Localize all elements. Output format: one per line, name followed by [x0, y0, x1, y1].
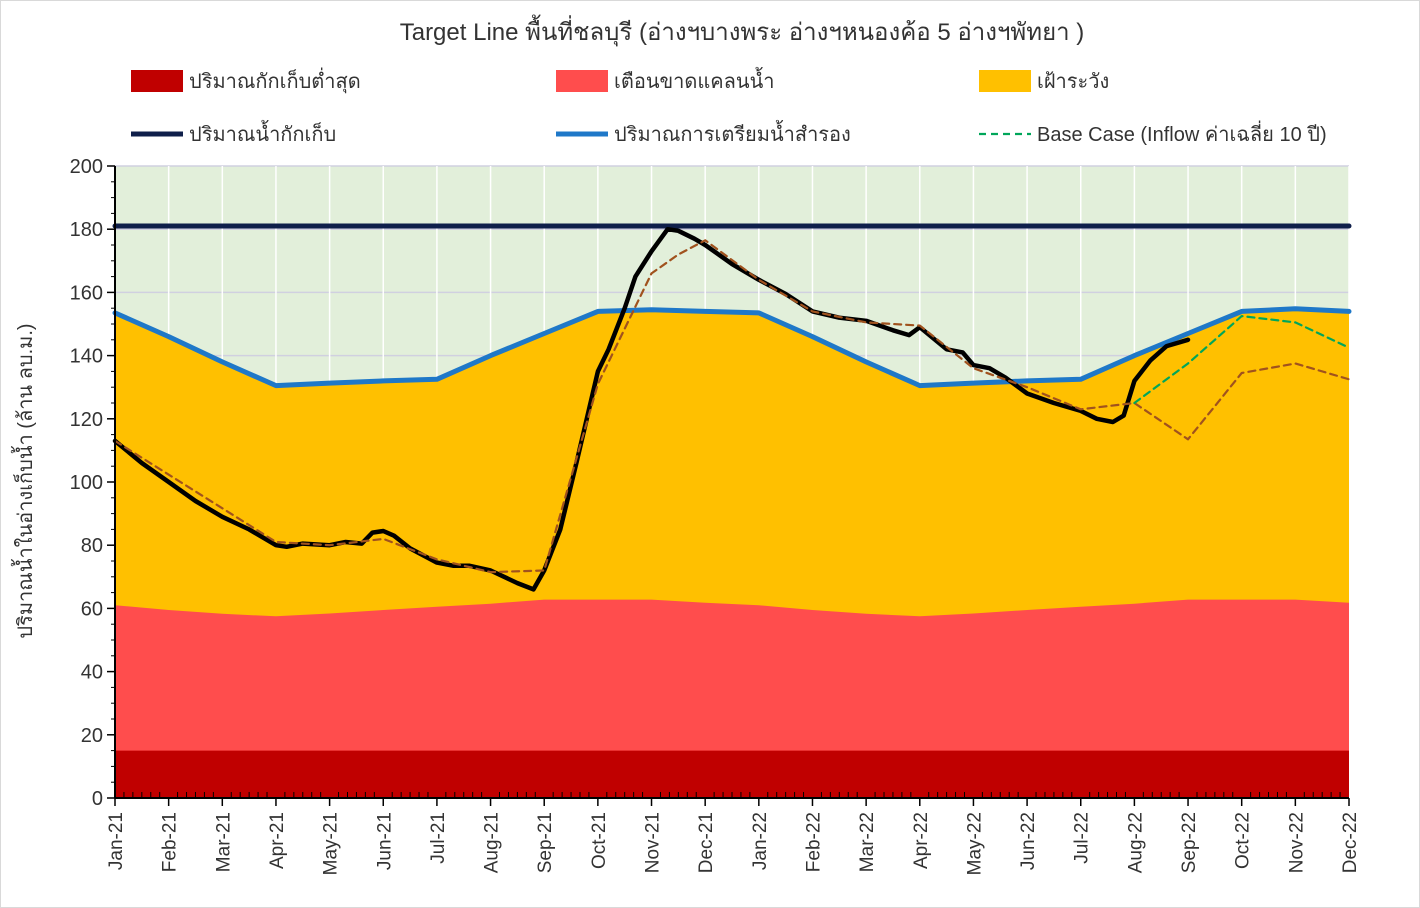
- x-tick-label: Jun-22: [1018, 812, 1039, 870]
- legend-item-4: ปริมาณการเตรียมน้ำสำรอง: [556, 120, 851, 146]
- legend-item-5: Base Case (Inflow ค่าเฉลี่ย 10 ปี): [979, 120, 1327, 146]
- area-0: [115, 750, 1349, 798]
- x-tick-label: Nov-22: [1286, 812, 1307, 873]
- series-line-4: [112, 306, 1352, 389]
- x-tick-label: Jan-21: [106, 812, 127, 870]
- x-tick-label: Oct-21: [589, 812, 610, 869]
- legend-label: ปริมาณน้ำกักเก็บ: [189, 120, 336, 146]
- x-tick-label: Dec-21: [696, 812, 717, 873]
- x-tick-label: Apr-22: [911, 812, 932, 869]
- area-1: [115, 599, 1349, 798]
- y-tick-label: 200: [70, 156, 103, 178]
- y-tick-label: 160: [70, 282, 103, 304]
- x-tick-label: Aug-22: [1125, 812, 1146, 873]
- legend-label: ปริมาณการเตรียมน้ำสำรอง: [614, 120, 851, 146]
- x-tick-label: Dec-22: [1340, 812, 1361, 873]
- legend-item-3: ปริมาณน้ำกักเก็บ: [131, 120, 336, 146]
- y-tick-label: 140: [70, 346, 103, 368]
- y-axis-label: ปริมาณน้ำในอ่างเก็บน้ำ (ล้าน ลบ.ม.): [11, 323, 37, 638]
- legend-label: เตือนขาดแคลนน้ำ: [614, 67, 775, 93]
- y-tick-label: 80: [81, 535, 103, 557]
- chart-title: Target Line พื้นที่ชลบุรี (อ่างฯบางพระ อ…: [400, 14, 1085, 47]
- x-tick-label: Oct-22: [1233, 812, 1254, 869]
- legend-swatch: [556, 70, 608, 92]
- x-tick-label: Nov-21: [643, 812, 664, 873]
- area-series: [115, 308, 1349, 798]
- legend-label: เฝ้าระวัง: [1037, 71, 1109, 93]
- axes: 0 20 40 60 80 100 120 140 160 180 200 Jan-21 Feb-21 M…: [70, 156, 1361, 875]
- x-tick-label: Jul-21: [428, 812, 449, 864]
- y-tick-label: 40: [81, 662, 103, 684]
- y-tick-label: 100: [70, 472, 103, 494]
- legend-item-2: เฝ้าระวัง: [979, 70, 1109, 93]
- x-tick-label: Mar-22: [857, 812, 878, 872]
- y-tick-label: 60: [81, 598, 103, 620]
- series-line-7: [1133, 315, 1351, 405]
- legend-item-0: ปริมาณกักเก็บต่ำสุด: [131, 67, 361, 94]
- series-line-6: [113, 239, 1351, 574]
- y-tick-label: 0: [92, 788, 103, 810]
- x-tick-label: Sep-21: [535, 812, 556, 873]
- legend: ปริมาณกักเก็บต่ำสุด เตือนขาดแคลนน้ำ เฝ้าระ…: [131, 67, 1327, 146]
- y-tick-label: 20: [81, 725, 103, 747]
- x-tick-label: Jun-21: [374, 812, 395, 870]
- x-tick-label: Jul-22: [1072, 812, 1093, 864]
- x-tick-label: May-21: [321, 812, 342, 875]
- x-tick-label: Jan-22: [750, 812, 771, 870]
- line-series: [112, 223, 1352, 592]
- legend-swatch: [979, 70, 1031, 92]
- y-tick-label: 180: [70, 219, 103, 241]
- x-tick-label: Feb-22: [803, 812, 824, 872]
- x-tick-label: Apr-21: [267, 812, 288, 869]
- x-tick-label: Feb-21: [160, 812, 181, 872]
- legend-item-1: เตือนขาดแคลนน้ำ: [556, 67, 775, 93]
- x-tick-label: Sep-22: [1179, 812, 1200, 873]
- legend-label: Base Case (Inflow ค่าเฉลี่ย 10 ปี): [1037, 120, 1327, 146]
- legend-label: ปริมาณกักเก็บต่ำสุด: [189, 67, 361, 94]
- y-tick-label: 120: [70, 409, 103, 431]
- x-tick-label: Aug-21: [482, 812, 503, 873]
- x-tick-label: Mar-21: [213, 812, 234, 872]
- legend-swatch: [131, 70, 183, 92]
- x-tick-label: May-22: [964, 812, 985, 875]
